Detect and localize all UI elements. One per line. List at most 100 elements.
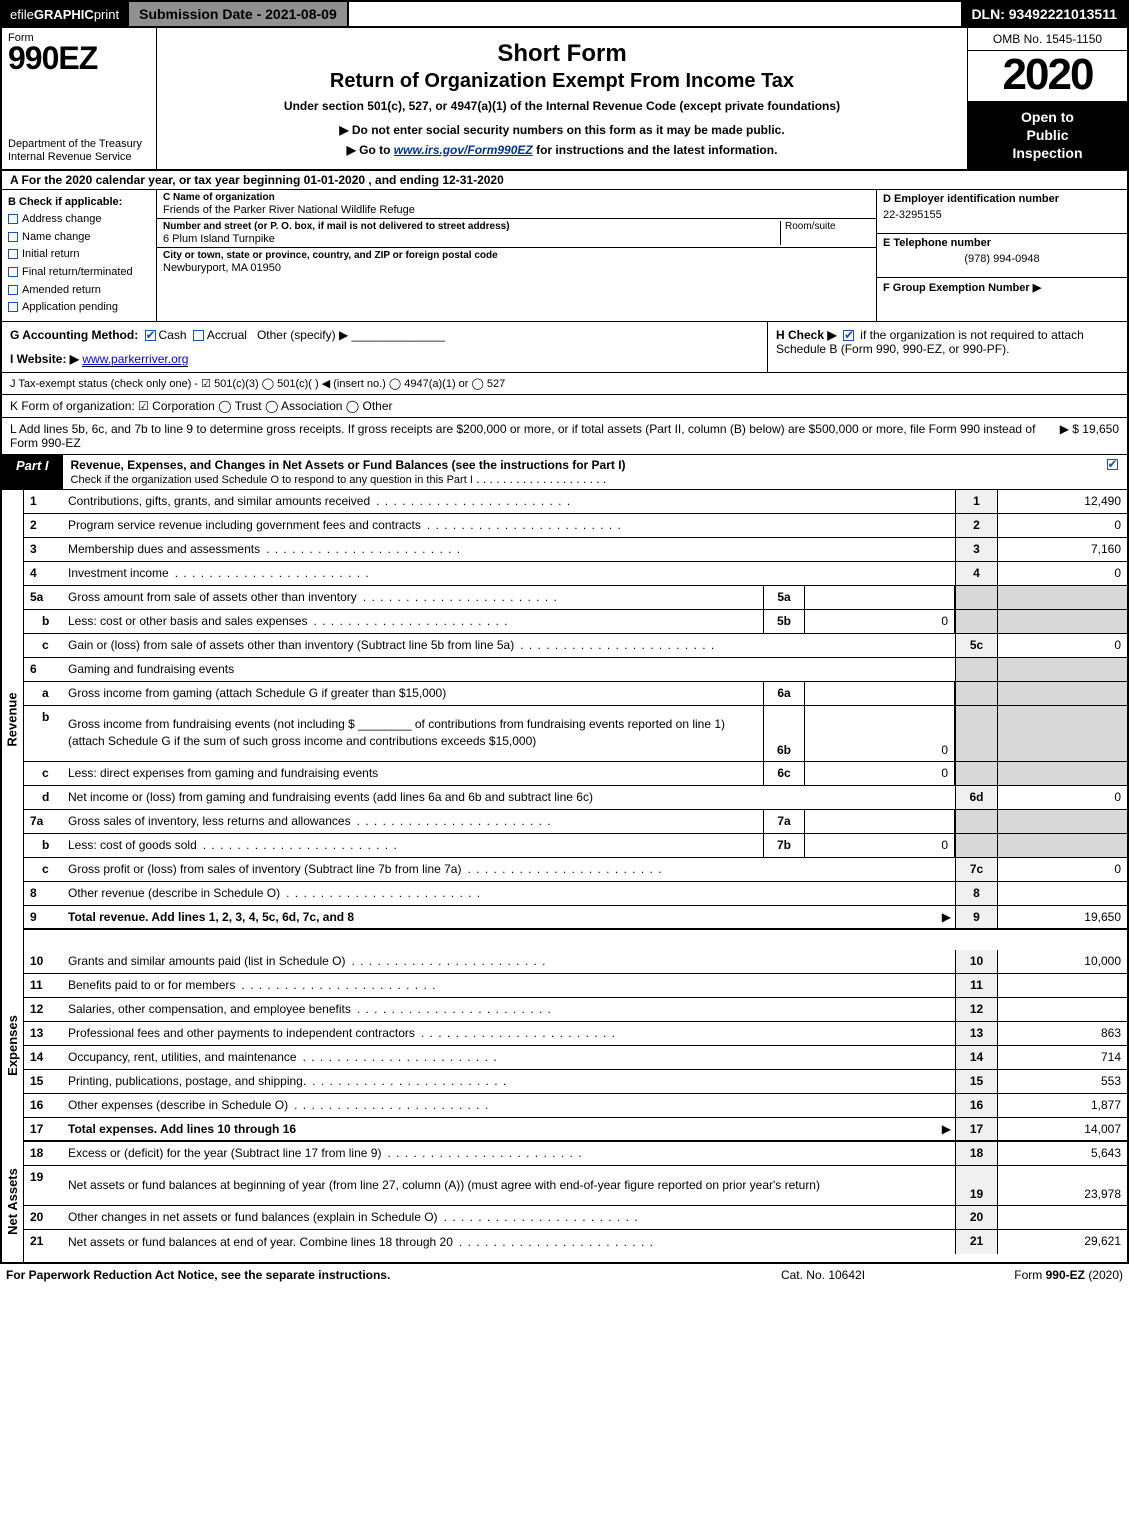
c-name-lbl: C Name of organization (163, 192, 870, 203)
e-phone-row: E Telephone number (978) 994-0948 (877, 234, 1127, 278)
line-17: 17 Total expenses. Add lines 10 through … (24, 1118, 1127, 1142)
title-short-form: Short Form (165, 40, 959, 68)
topbar-spacer (349, 2, 962, 26)
top-bar: efile GRAPHIC print Submission Date - 20… (0, 0, 1129, 28)
side-tab-expenses: Expenses (2, 950, 24, 1142)
line-11: 11 Benefits paid to or for members 11 (24, 974, 1127, 998)
goto-link[interactable]: www.irs.gov/Form990EZ (394, 143, 533, 157)
efile-prefix: efile (10, 7, 34, 22)
line-7c: c Gross profit or (loss) from sales of i… (24, 858, 1127, 882)
page-footer: For Paperwork Reduction Act Notice, see … (0, 1264, 1129, 1286)
line-18: 18 Excess or (deficit) for the year (Sub… (24, 1142, 1127, 1166)
line-14: 14 Occupancy, rent, utilities, and maint… (24, 1046, 1127, 1070)
side-tab-revenue: Revenue (2, 490, 24, 950)
e-phone-val: (978) 994-0948 (883, 253, 1121, 265)
f-group-row: F Group Exemption Number ▶ (877, 278, 1127, 321)
line-5a: 5a Gross amount from sale of assets othe… (24, 586, 1127, 610)
efile-bold: GRAPHIC (34, 7, 94, 22)
chk-h[interactable] (843, 330, 854, 341)
c-addr-row: Number and street (or P. O. box, if mail… (157, 219, 876, 248)
col-b-checkboxes: B Check if applicable: Address change Na… (2, 190, 157, 321)
line-16: 16 Other expenses (describe in Schedule … (24, 1094, 1127, 1118)
line-2-val: 0 (997, 514, 1127, 537)
line-5b: b Less: cost or other basis and sales ex… (24, 610, 1127, 634)
line-21: 21 Net assets or fund balances at end of… (24, 1230, 1127, 1254)
chk-address-change[interactable]: Address change (8, 211, 150, 229)
footer-mid: Cat. No. 10642I (723, 1268, 923, 1282)
line-11-val (997, 974, 1127, 997)
row-j-tax-exempt: J Tax-exempt status (check only one) - ☑… (0, 373, 1129, 395)
line-6: 6 Gaming and fundraising events (24, 658, 1127, 682)
row-k-form-of-org: K Form of organization: ☑ Corporation ◯ … (0, 395, 1129, 418)
line-7b-val: 0 (805, 834, 955, 857)
form-header: Form 990EZ Department of the Treasury In… (0, 28, 1129, 171)
col-c-org-info: C Name of organization Friends of the Pa… (157, 190, 877, 321)
efile-print-button[interactable]: efile GRAPHIC print (2, 2, 127, 26)
line-5c-val: 0 (997, 634, 1127, 657)
line-8: 8 Other revenue (describe in Schedule O)… (24, 882, 1127, 906)
open-public-inspection: Open to Public Inspection (968, 102, 1127, 169)
goto-pre: ▶ Go to (347, 143, 394, 157)
line-4-val: 0 (997, 562, 1127, 585)
chk-application-pending[interactable]: Application pending (8, 299, 150, 317)
line-6b: b Gross income from fundraising events (… (24, 706, 1127, 762)
line-8-val (997, 882, 1127, 905)
b-heading: B Check if applicable: (8, 194, 150, 212)
form-number: 990EZ (8, 40, 150, 77)
i-website-link[interactable]: www.parkerriver.org (82, 352, 188, 367)
line-7c-val: 0 (997, 858, 1127, 881)
chk-initial-return[interactable]: Initial return (8, 246, 150, 264)
efile-suffix: print (94, 7, 119, 22)
chk-cash[interactable] (145, 330, 156, 341)
line-20-val (997, 1206, 1127, 1229)
row-l-text: L Add lines 5b, 6c, and 7b to line 9 to … (10, 422, 1052, 450)
c-name-val: Friends of the Parker River National Wil… (163, 204, 870, 216)
line-16-val: 1,877 (997, 1094, 1127, 1117)
c-city-lbl: City or town, state or province, country… (163, 250, 870, 261)
line-14-val: 714 (997, 1046, 1127, 1069)
line-6b-val: 0 (805, 706, 955, 761)
line-2: 2 Program service revenue including gove… (24, 514, 1127, 538)
chk-amended-return[interactable]: Amended return (8, 282, 150, 300)
side-tab-net-assets: Net Assets (2, 1142, 24, 1262)
tax-year: 2020 (968, 51, 1127, 102)
line-20: 20 Other changes in net assets or fund b… (24, 1206, 1127, 1230)
part-1-header: Part I Revenue, Expenses, and Changes in… (0, 455, 1129, 490)
chk-final-return[interactable]: Final return/terminated (8, 264, 150, 282)
line-1-desc: Contributions, gifts, grants, and simila… (64, 490, 955, 513)
line-6d-val: 0 (997, 786, 1127, 809)
line-6a: a Gross income from gaming (attach Sched… (24, 682, 1127, 706)
h-check: H Check ▶ if the organization is not req… (767, 322, 1127, 372)
goto-line: ▶ Go to www.irs.gov/Form990EZ for instru… (165, 143, 959, 157)
c-name-row: C Name of organization Friends of the Pa… (157, 190, 876, 219)
subtitle: Under section 501(c), 527, or 4947(a)(1)… (165, 99, 959, 113)
line-4: 4 Investment income 4 0 (24, 562, 1127, 586)
line-10-val: 10,000 (997, 950, 1127, 973)
line-5c: c Gain or (loss) from sale of assets oth… (24, 634, 1127, 658)
line-10: 10 Grants and similar amounts paid (list… (24, 950, 1127, 974)
dept-treasury: Department of the Treasury Internal Reve… (8, 138, 150, 164)
header-center: Short Form Return of Organization Exempt… (157, 28, 967, 169)
row-a-tax-year: A For the 2020 calendar year, or tax yea… (0, 171, 1129, 190)
chk-name-change[interactable]: Name change (8, 229, 150, 247)
line-7a: 7a Gross sales of inventory, less return… (24, 810, 1127, 834)
line-1: 1 Contributions, gifts, grants, and simi… (24, 490, 1127, 514)
part-1-table: Revenue 1 Contributions, gifts, grants, … (0, 490, 1129, 1264)
omb-number: OMB No. 1545-1150 (968, 28, 1127, 51)
part-1-checkbox[interactable] (1097, 455, 1127, 489)
row-gh: G Accounting Method: Cash Accrual Other … (0, 322, 1129, 373)
line-7b: b Less: cost of goods sold 7b 0 (24, 834, 1127, 858)
line-5a-val (805, 586, 955, 609)
line-9: 9 Total revenue. Add lines 1, 2, 3, 4, 5… (24, 906, 1127, 930)
part-1-label: Part I (2, 455, 63, 489)
open2: Public (970, 126, 1125, 144)
line-5b-val: 0 (805, 610, 955, 633)
line-19-val: 23,978 (997, 1166, 1127, 1205)
line-12: 12 Salaries, other compensation, and emp… (24, 998, 1127, 1022)
row-l-gross-receipts: L Add lines 5b, 6c, and 7b to line 9 to … (0, 418, 1129, 455)
c-city-val: Newburyport, MA 01950 (163, 262, 870, 274)
chk-accrual[interactable] (193, 330, 204, 341)
part-1-desc: Revenue, Expenses, and Changes in Net As… (63, 455, 1097, 489)
header-left: Form 990EZ Department of the Treasury In… (2, 28, 157, 169)
line-19: 19 Net assets or fund balances at beginn… (24, 1166, 1127, 1206)
